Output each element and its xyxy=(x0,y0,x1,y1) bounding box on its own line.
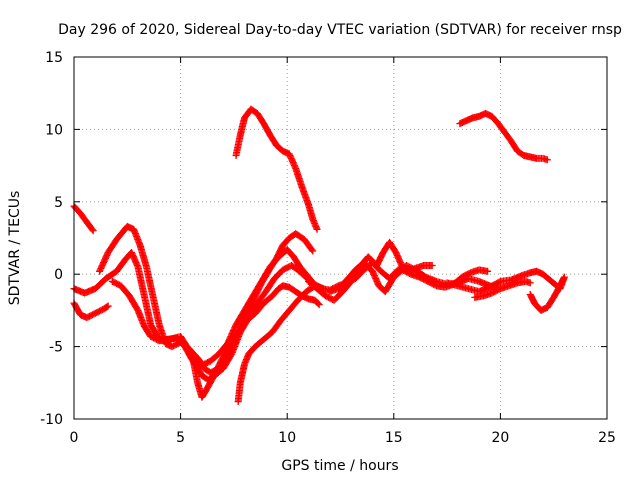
data-point-marker xyxy=(314,300,322,308)
x-tick-label: 0 xyxy=(70,430,79,446)
x-tick-label: 20 xyxy=(491,430,509,446)
y-axis-label: SDTVAR / TECUs xyxy=(7,191,23,306)
series-arc-5 xyxy=(108,262,327,384)
data-point-marker xyxy=(313,225,321,233)
data-point-marker xyxy=(484,267,492,275)
series-arc-13 xyxy=(456,109,551,164)
y-tick-label: 5 xyxy=(54,195,63,211)
data-point-marker xyxy=(308,246,316,254)
data-point-marker xyxy=(89,227,97,235)
y-tick-label: -10 xyxy=(40,412,63,428)
series-arc-11 xyxy=(443,267,568,314)
data-points xyxy=(70,105,568,406)
series-arc-10 xyxy=(326,259,492,296)
plot-frame xyxy=(73,56,608,420)
series-arc-9 xyxy=(305,238,436,304)
data-point-marker xyxy=(543,156,551,164)
series-arc-12 xyxy=(471,277,534,301)
y-tick-label: -5 xyxy=(49,340,63,356)
data-point-marker xyxy=(526,290,534,298)
chart-title: Day 296 of 2020, Sidereal Day-to-day VTE… xyxy=(58,22,622,38)
series-arc-8 xyxy=(232,105,321,233)
y-tick-label: 15 xyxy=(45,50,63,66)
data-point-marker xyxy=(88,226,96,234)
data-point-marker xyxy=(309,247,317,255)
x-tick-label: 10 xyxy=(278,430,296,446)
x-tick-label: 5 xyxy=(176,430,185,446)
series-arc-7 xyxy=(234,282,319,406)
y-tick-label: 10 xyxy=(45,122,63,138)
y-tick-label: 0 xyxy=(54,267,63,283)
data-point-marker xyxy=(103,303,111,311)
x-axis-label: GPS time / hours xyxy=(281,458,398,474)
data-point-marker xyxy=(315,301,323,309)
series-arc-1 xyxy=(70,202,97,235)
data-point-marker xyxy=(428,262,436,270)
x-tick-label: 15 xyxy=(385,430,403,446)
x-tick-label: 25 xyxy=(598,430,616,446)
data-point-marker xyxy=(104,302,112,310)
series-arc-2 xyxy=(70,299,112,322)
series-arc-6 xyxy=(189,282,323,401)
data-point-marker xyxy=(526,279,534,287)
